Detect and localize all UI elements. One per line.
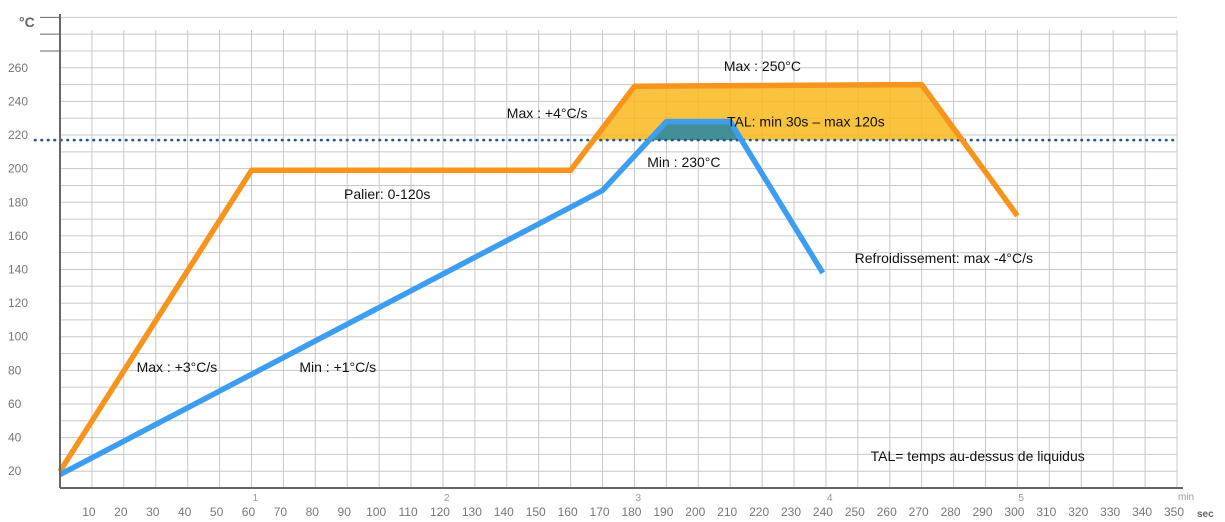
x-tick-label: 150 [526, 505, 546, 519]
x-tick-label: 10 [82, 505, 96, 519]
x-tick-label: 270 [909, 505, 929, 519]
y-tick-label: 260 [8, 61, 28, 75]
annotation-label: Max : +4°C/s [507, 105, 588, 121]
minute-marker-label: 5 [1018, 493, 1024, 504]
x-tick-label: 100 [366, 505, 386, 519]
annotation-label: Max : +3°C/s [137, 359, 218, 375]
x-tick-label: 220 [749, 505, 769, 519]
series-lines [57, 81, 1020, 478]
x-tick-label: 230 [781, 505, 801, 519]
annotation-label: Min : +1°C/s [299, 359, 376, 375]
x-tick-label: 80 [306, 505, 320, 519]
x-tick-label: 200 [685, 505, 705, 519]
annotation-label: Max : 250°C [724, 58, 801, 74]
minute-marker-label: 1 [252, 493, 258, 504]
y-tick-label: 240 [8, 94, 28, 108]
max-profile-line [57, 81, 1020, 473]
annotations: Max : 250°C Max : +4°C/s TAL: min 30s – ma… [137, 58, 1085, 464]
y-tick-label: 140 [8, 262, 28, 276]
x-tick-label: 350 [1164, 505, 1184, 519]
axes [40, 14, 1183, 489]
x-tick-label: 140 [494, 505, 514, 519]
y-tick-label: 220 [8, 128, 28, 142]
x-tick-label: 130 [462, 505, 482, 519]
min-profile-line [58, 118, 826, 478]
x-tick-label: 190 [653, 505, 673, 519]
y-tick-label: 60 [8, 397, 22, 411]
annotation-label: Palier: 0-120s [344, 186, 430, 202]
y-tick-label: 160 [8, 229, 28, 243]
x-tick-label: 250 [845, 505, 865, 519]
minute-unit-label: min [1178, 492, 1194, 503]
x-tick-label: 310 [1036, 505, 1056, 519]
x-unit-label: sec [1197, 509, 1214, 520]
x-tick-label: 300 [1004, 505, 1024, 519]
annotation-label: Min : 230°C [647, 154, 720, 170]
x-tick-label: 340 [1132, 505, 1152, 519]
x-tick-label: 110 [398, 505, 417, 519]
x-tick-label: 90 [338, 505, 352, 519]
x-tick-label: 160 [558, 505, 578, 519]
x-tick-label: 210 [717, 505, 737, 519]
x-tick-label: 30 [146, 505, 160, 519]
minute-marker-label: 3 [635, 493, 641, 504]
x-tick-label: 240 [813, 505, 833, 519]
x-tick-label: 70 [274, 505, 288, 519]
annotation-label: TAL= temps au-dessus de liquidus [871, 448, 1085, 464]
x-tick-label: 50 [210, 505, 224, 519]
x-tick-label: 280 [941, 505, 961, 519]
y-tick-label: 20 [8, 464, 22, 478]
min-tal-area [649, 121, 742, 141]
y-tick-label: 180 [8, 195, 28, 209]
tal-areas [593, 84, 963, 141]
annotation-label: Refroidissement: max -4°C/s [855, 250, 1033, 266]
x-tick-label: 320 [1068, 505, 1088, 519]
annotation-label: TAL: min 30s – max 120s [727, 114, 885, 130]
x-tick-label: 180 [621, 505, 641, 519]
y-tick-label: 120 [8, 296, 28, 310]
y-tick-label: 200 [8, 162, 28, 176]
x-tick-label: 330 [1100, 505, 1120, 519]
x-tick-label: 120 [430, 505, 450, 519]
y-tick-label: 40 [8, 431, 22, 445]
y-unit-label: °C [19, 14, 35, 30]
y-tick-label: 80 [8, 363, 22, 377]
minute-marker-label: 4 [827, 493, 833, 504]
x-tick-label: 290 [972, 505, 992, 519]
x-tick-label: 40 [178, 505, 192, 519]
max-tal-area [593, 84, 963, 141]
x-tick-label: 60 [242, 505, 256, 519]
minute-marker-label: 2 [444, 493, 450, 504]
x-tick-label: 170 [590, 505, 610, 519]
y-tick-label: 100 [8, 330, 28, 344]
x-tick-label: 260 [877, 505, 897, 519]
x-tick-label: 20 [114, 505, 128, 519]
